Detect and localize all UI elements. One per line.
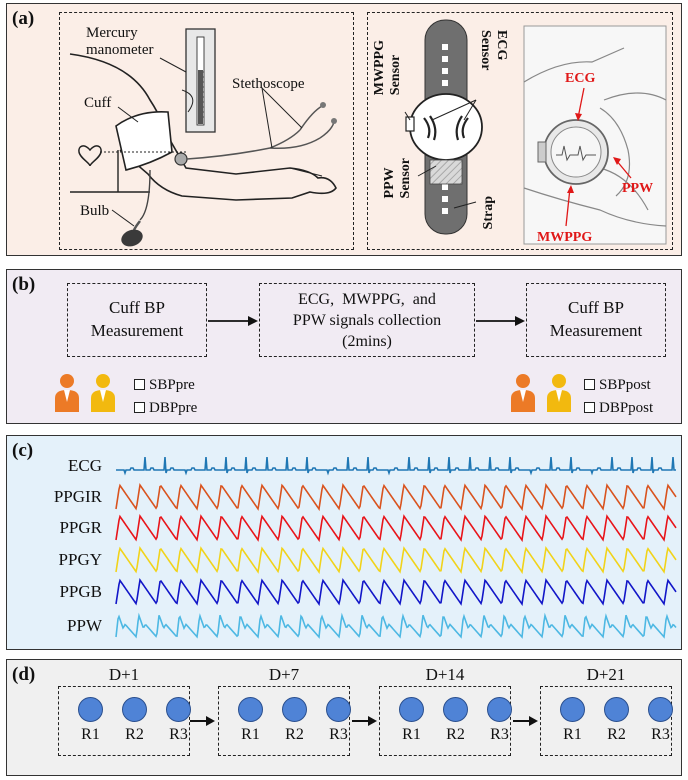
round-circle-icon	[122, 697, 147, 722]
heart-icon	[78, 145, 102, 167]
trace-label-ppgr: PPGR	[59, 518, 102, 537]
round-label: R1	[241, 726, 260, 743]
arrow-right-icon	[515, 316, 525, 326]
day-group-box	[379, 686, 511, 756]
box-signals-collection-text: ECG, MWPPG, and PPW signals collection (…	[292, 291, 442, 350]
ecg-sensor-label: ECG Sensor	[478, 30, 509, 71]
round-label: R1	[563, 726, 582, 743]
box-cuff-bp-post	[526, 283, 666, 357]
box-cuff-bp-pre-text: Cuff BP Measurement	[90, 298, 184, 340]
round-label: R2	[125, 726, 144, 743]
round-circle-icon	[560, 697, 585, 722]
day-group-box	[58, 686, 190, 756]
round-label: R3	[169, 726, 188, 743]
photo-mwppg-label: MWPPG	[537, 230, 593, 245]
panel-c	[6, 435, 682, 650]
trace-label-ppw: PPW	[67, 616, 102, 635]
checkbox-icon	[584, 402, 595, 413]
round-label: R3	[651, 726, 670, 743]
doctor-orange-icon	[55, 374, 79, 412]
panel-c-letter: (c)	[12, 440, 34, 461]
day-label: D+14	[425, 665, 465, 684]
panel-b-arrows	[55, 316, 571, 412]
sbp-post-checkbox: SBPpost	[584, 377, 651, 394]
photo-ppw-label: PPW	[622, 181, 654, 196]
dbp-post-label: DBPpost	[599, 400, 654, 416]
stethoscope-label: Stethoscope	[232, 76, 305, 92]
arrow-right-icon	[529, 716, 538, 726]
day-label: D+1	[108, 665, 140, 684]
checkbox-icon	[134, 379, 145, 390]
trace-label-ecg: ECG	[68, 456, 102, 475]
wearable-device-drawing	[404, 19, 667, 245]
trace-ecg	[116, 456, 676, 476]
arrow-right-icon	[368, 716, 377, 726]
trace-label-ppgy: PPGY	[58, 550, 102, 569]
bulb-icon	[121, 229, 143, 247]
box-signals-collection	[259, 283, 475, 357]
round-label: R3	[329, 726, 348, 743]
signal-traces	[115, 456, 677, 639]
trace-ppgy	[115, 545, 677, 575]
photo-ecg-label: ECG	[565, 71, 596, 86]
trace-ppgb	[115, 577, 677, 607]
bulb-label: Bulb	[80, 203, 110, 219]
trace-ppw	[115, 612, 677, 639]
day-group-box	[540, 686, 672, 756]
round-circle-icon	[443, 697, 468, 722]
arrow-right-icon	[248, 316, 258, 326]
dbp-pre-label: DBPpre	[149, 400, 198, 416]
bp-measurement-illustration	[59, 12, 354, 250]
round-label: R2	[607, 726, 626, 743]
round-circle-icon	[399, 697, 424, 722]
doctor-yellow-icon	[547, 374, 571, 412]
ppw-sensor-patch	[429, 159, 463, 185]
round-label: R3	[490, 726, 509, 743]
round-circle-icon	[238, 697, 263, 722]
panel-b-letter: (b)	[12, 274, 36, 295]
checkbox-icon	[134, 402, 145, 413]
doctor-yellow-icon	[91, 374, 115, 412]
round-label: R1	[81, 726, 100, 743]
round-label: R1	[402, 726, 421, 743]
cuff-label: Cuff	[84, 95, 112, 111]
box-cuff-bp-post-text: Cuff BP Measurement	[549, 298, 643, 340]
box-cuff-bp-pre	[67, 283, 207, 357]
arrow-right-icon	[206, 716, 215, 726]
panel-a-letter: (a)	[12, 8, 35, 29]
trace-ppgr	[115, 513, 677, 543]
round-circle-icon	[604, 697, 629, 722]
trace-ppgir	[115, 482, 677, 512]
mercury-manometer-label: Mercury manometer	[86, 25, 154, 58]
bp-measurement-drawing	[69, 28, 337, 247]
day-label: D+21	[586, 665, 626, 684]
trace-label-ppgir: PPGIR	[53, 487, 102, 506]
round-circle-icon	[648, 697, 673, 722]
panel-d-letter: (d)	[12, 664, 36, 685]
round-circle-icon	[78, 697, 103, 722]
round-label: R2	[446, 726, 465, 743]
trace-label-ppgb: PPGB	[59, 582, 102, 601]
checkbox-icon	[584, 379, 595, 390]
round-circle-icon	[326, 697, 351, 722]
doctor-orange-icon	[511, 374, 535, 412]
day-group-box	[218, 686, 350, 756]
dbp-pre-checkbox: DBPpre	[134, 400, 197, 417]
day-label: D+7	[268, 665, 300, 684]
wearable-device-illustration	[367, 12, 673, 250]
round-label: R2	[285, 726, 304, 743]
round-circle-icon	[487, 697, 512, 722]
sbp-post-label: SBPpost	[599, 377, 651, 393]
round-circle-icon	[166, 697, 191, 722]
sbp-pre-label: SBPpre	[149, 377, 195, 393]
round-circle-icon	[282, 697, 307, 722]
dbp-post-checkbox: DBPpost	[584, 400, 653, 417]
sbp-pre-checkbox: SBPpre	[134, 377, 195, 394]
